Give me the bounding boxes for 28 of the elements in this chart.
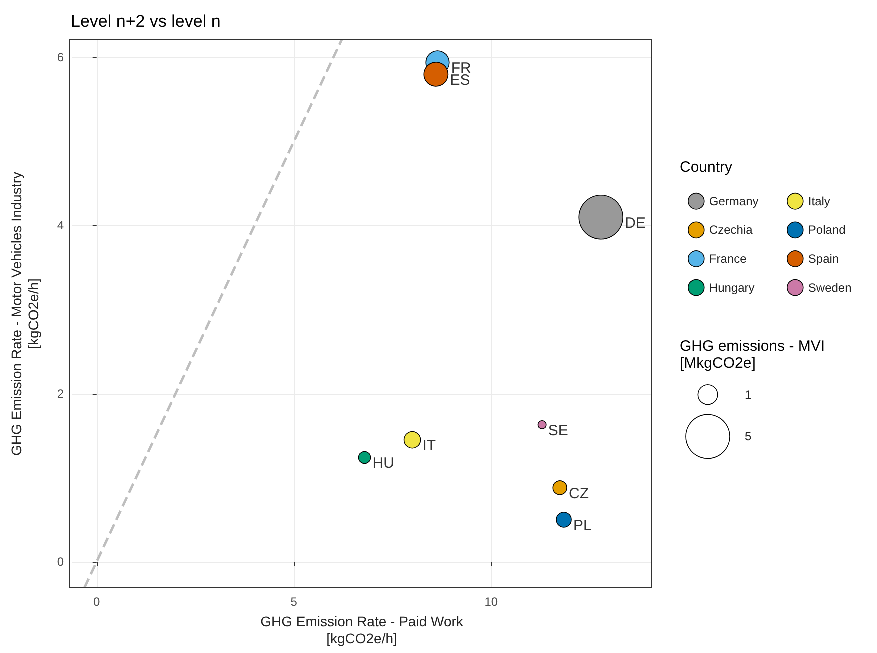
legend-label: Sweden (808, 280, 852, 295)
annotation: CZ (569, 485, 590, 502)
chart-title: Level n+2 vs level n (71, 12, 221, 31)
x-axis-title: GHG Emission Rate - Paid Work [kgCO2e/h] (260, 613, 464, 646)
y-tick-label: 4 (57, 218, 64, 233)
annotation: IT (422, 438, 436, 455)
legend-label: Italy (808, 194, 830, 208)
annotation: DE (625, 214, 646, 232)
legend-label: Germany (709, 194, 759, 208)
x-tick-label: 5 (290, 595, 298, 609)
text: GHG emissions - MVI [MkgCO2e] (680, 338, 826, 372)
legend-title: Country (680, 159, 734, 176)
x-tick-label: 0 (94, 595, 101, 609)
legend-label: Czechia (709, 223, 754, 238)
annotation: SE (548, 422, 568, 440)
legend-label: Hungary (709, 280, 755, 295)
legend-label: 1 (745, 388, 752, 402)
legend-label: Poland (808, 223, 846, 238)
y-tick-label: 2 (57, 386, 64, 401)
x-tick-label: 10 (484, 595, 498, 609)
legend-label: 5 (745, 430, 752, 444)
y-tick-label: 0 (57, 554, 64, 569)
annotation: HU (372, 455, 394, 472)
legend-label: Spain (808, 252, 840, 266)
y-axis-title: GHG Emission Rate - Motor Vehicles Industry [kgCO2e/h] (8, 172, 42, 456)
legend-label: France (709, 252, 748, 266)
annotation: PL (574, 517, 592, 534)
y-tick-label: 6 (57, 50, 64, 65)
